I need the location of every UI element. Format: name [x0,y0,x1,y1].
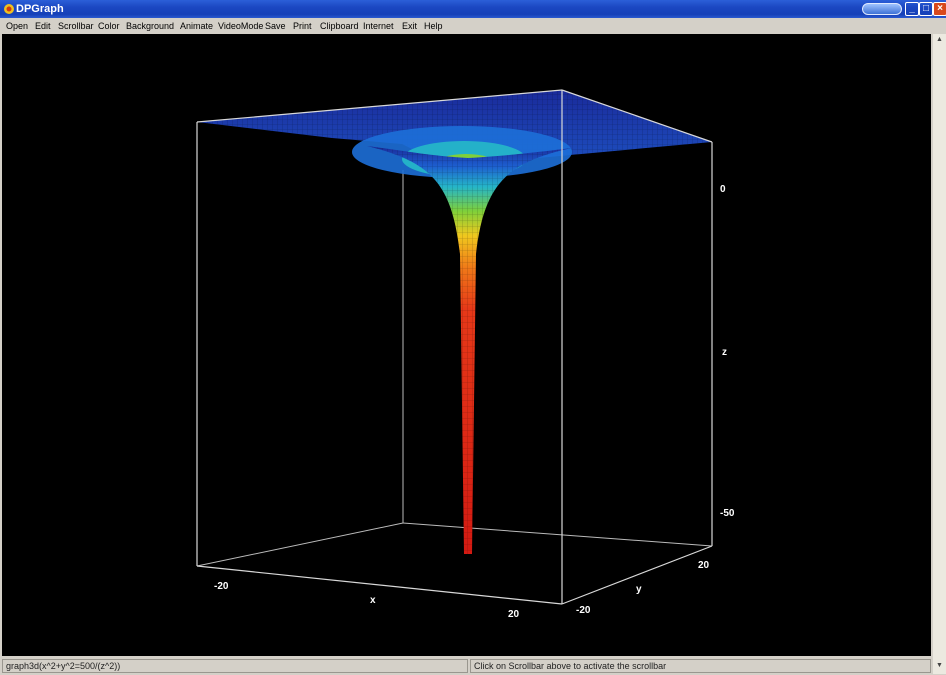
window-title: DPGraph [16,3,64,15]
menu-bar: Open Edit Scrollbar Color Background Ani… [0,18,946,34]
y-tick-label: -20 [576,605,591,616]
bounding-box-back [197,170,712,566]
menu-save[interactable]: Save [265,21,286,31]
menu-edit[interactable]: Edit [35,21,51,31]
x-axis-label: x [370,595,376,606]
scroll-down-icon[interactable]: ▼ [933,660,946,672]
extra-feature-icon[interactable] [862,3,902,15]
z-axis-label: z [722,347,727,358]
x-tick-label: -20 [214,581,229,592]
close-icon[interactable]: × [933,2,946,16]
y-tick-label: 20 [698,560,710,571]
status-bar: graph3d(x^2+y^2=500/(z^2)) Click on Scro… [0,657,933,675]
z-tick-label: 0 [720,184,726,195]
minimize-icon[interactable]: _ [905,2,919,16]
status-hint: Click on Scrollbar above to activate the… [470,659,931,673]
menu-scrollbar[interactable]: Scrollbar [58,21,94,31]
restore-icon[interactable]: □ [919,2,933,16]
vertical-scrollbar[interactable]: ▲ ▼ [933,34,946,674]
menu-videomode[interactable]: VideoMode [218,21,263,31]
graph-svg: 0 z -50 -20 x 20 20 y -20 [2,34,931,656]
menu-help[interactable]: Help [424,21,443,31]
menu-open[interactable]: Open [6,21,28,31]
y-axis-label: y [636,584,642,595]
surface-funnel [367,146,572,554]
z-tick-label: -50 [720,508,735,519]
menu-exit[interactable]: Exit [402,21,417,31]
scroll-up-icon[interactable]: ▲ [933,34,946,46]
title-bar: DPGraph _ □ × [0,0,946,18]
menu-internet[interactable]: Internet [363,21,394,31]
x-tick-label: 20 [508,609,520,620]
graph-canvas[interactable]: 0 z -50 -20 x 20 20 y -20 [2,34,931,656]
menu-animate[interactable]: Animate [180,21,213,31]
menu-clipboard[interactable]: Clipboard [320,21,359,31]
menu-color[interactable]: Color [98,21,120,31]
menu-background[interactable]: Background [126,21,174,31]
menu-print[interactable]: Print [293,21,312,31]
status-equation: graph3d(x^2+y^2=500/(z^2)) [2,659,468,673]
app-icon [3,3,15,15]
